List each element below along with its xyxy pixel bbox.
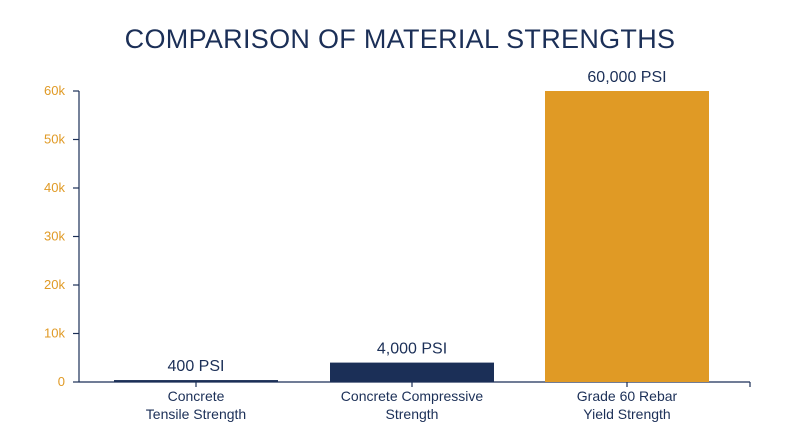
y-tick-label: 30k — [44, 229, 65, 244]
y-tick-label: 20k — [44, 277, 65, 292]
category-label: Grade 60 Rebar — [577, 388, 678, 404]
value-label-2: 4,000 PSI — [377, 341, 447, 358]
bar-3 — [545, 91, 709, 382]
y-tick-label: 0 — [58, 374, 65, 389]
y-tick-label: 40k — [44, 180, 65, 195]
y-tick-label: 50k — [44, 132, 65, 147]
bar-2 — [330, 362, 494, 382]
y-tick-label: 10k — [44, 326, 65, 341]
value-label-1: 400 PSI — [168, 358, 225, 375]
value-label-3: 60,000 PSI — [587, 69, 666, 86]
category-label: Concrete — [168, 388, 225, 404]
category-label: Tensile Strength — [146, 406, 246, 422]
chart-title: COMPARISON OF MATERIAL STRENGTHS — [124, 24, 676, 54]
bar-1 — [114, 380, 278, 382]
category-label: Strength — [386, 406, 439, 422]
y-tick-label: 60k — [44, 83, 65, 98]
category-label: Yield Strength — [583, 406, 670, 422]
category-label: Concrete Compressive — [341, 388, 484, 404]
